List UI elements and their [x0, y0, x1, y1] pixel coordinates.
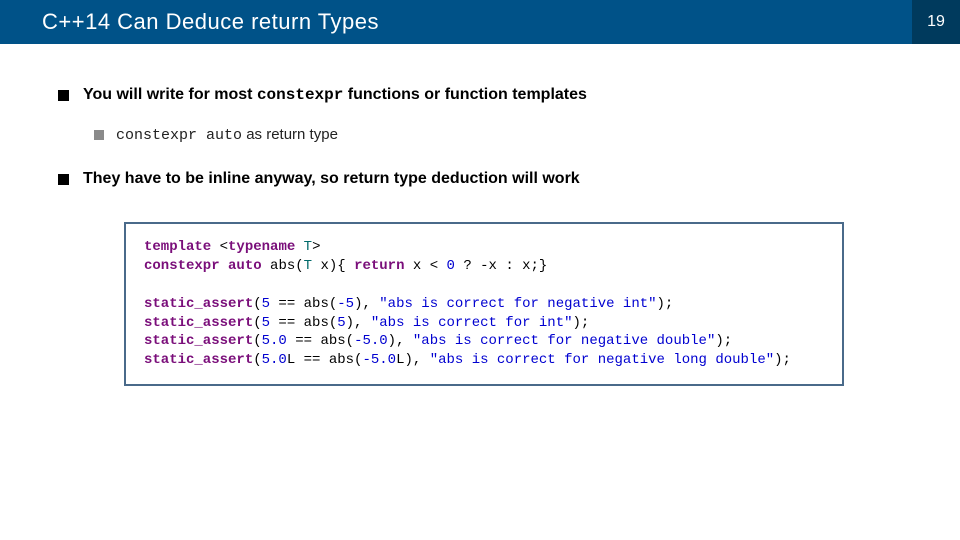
slide-title: C++14 Can Deduce return Types — [0, 0, 912, 44]
code-block: template <typename T> constexpr auto abs… — [124, 222, 844, 386]
square-bullet-icon — [58, 174, 69, 185]
square-bullet-icon — [94, 130, 104, 140]
bullet-text-prefix: You will write for most — [83, 86, 257, 103]
bullet-text: They have to be inline anyway, so return… — [83, 170, 580, 188]
square-bullet-icon — [58, 90, 69, 101]
bullet-text-prefix: They have to be inline anyway, so return… — [83, 170, 580, 187]
slide-number: 19 — [912, 0, 960, 44]
bullet-text-suffix: functions or function templates — [343, 86, 587, 103]
bullet-level1: You will write for most constexpr functi… — [58, 86, 902, 104]
bullet-text-suffix: as return type — [242, 126, 338, 143]
bullet-text-mono: constexpr auto — [116, 127, 242, 144]
bullet-level1: They have to be inline anyway, so return… — [58, 170, 902, 188]
bullet-text: You will write for most constexpr functi… — [83, 86, 587, 104]
bullet-level2: constexpr auto as return type — [94, 126, 902, 144]
code-content: template <typename T> constexpr auto abs… — [144, 238, 824, 370]
slide: C++14 Can Deduce return Types 19 You wil… — [0, 0, 960, 540]
bullet-text: constexpr auto as return type — [116, 126, 338, 144]
title-bar: C++14 Can Deduce return Types 19 — [0, 0, 960, 44]
slide-body: You will write for most constexpr functi… — [58, 86, 902, 386]
bullet-text-mono: constexpr — [257, 86, 343, 104]
